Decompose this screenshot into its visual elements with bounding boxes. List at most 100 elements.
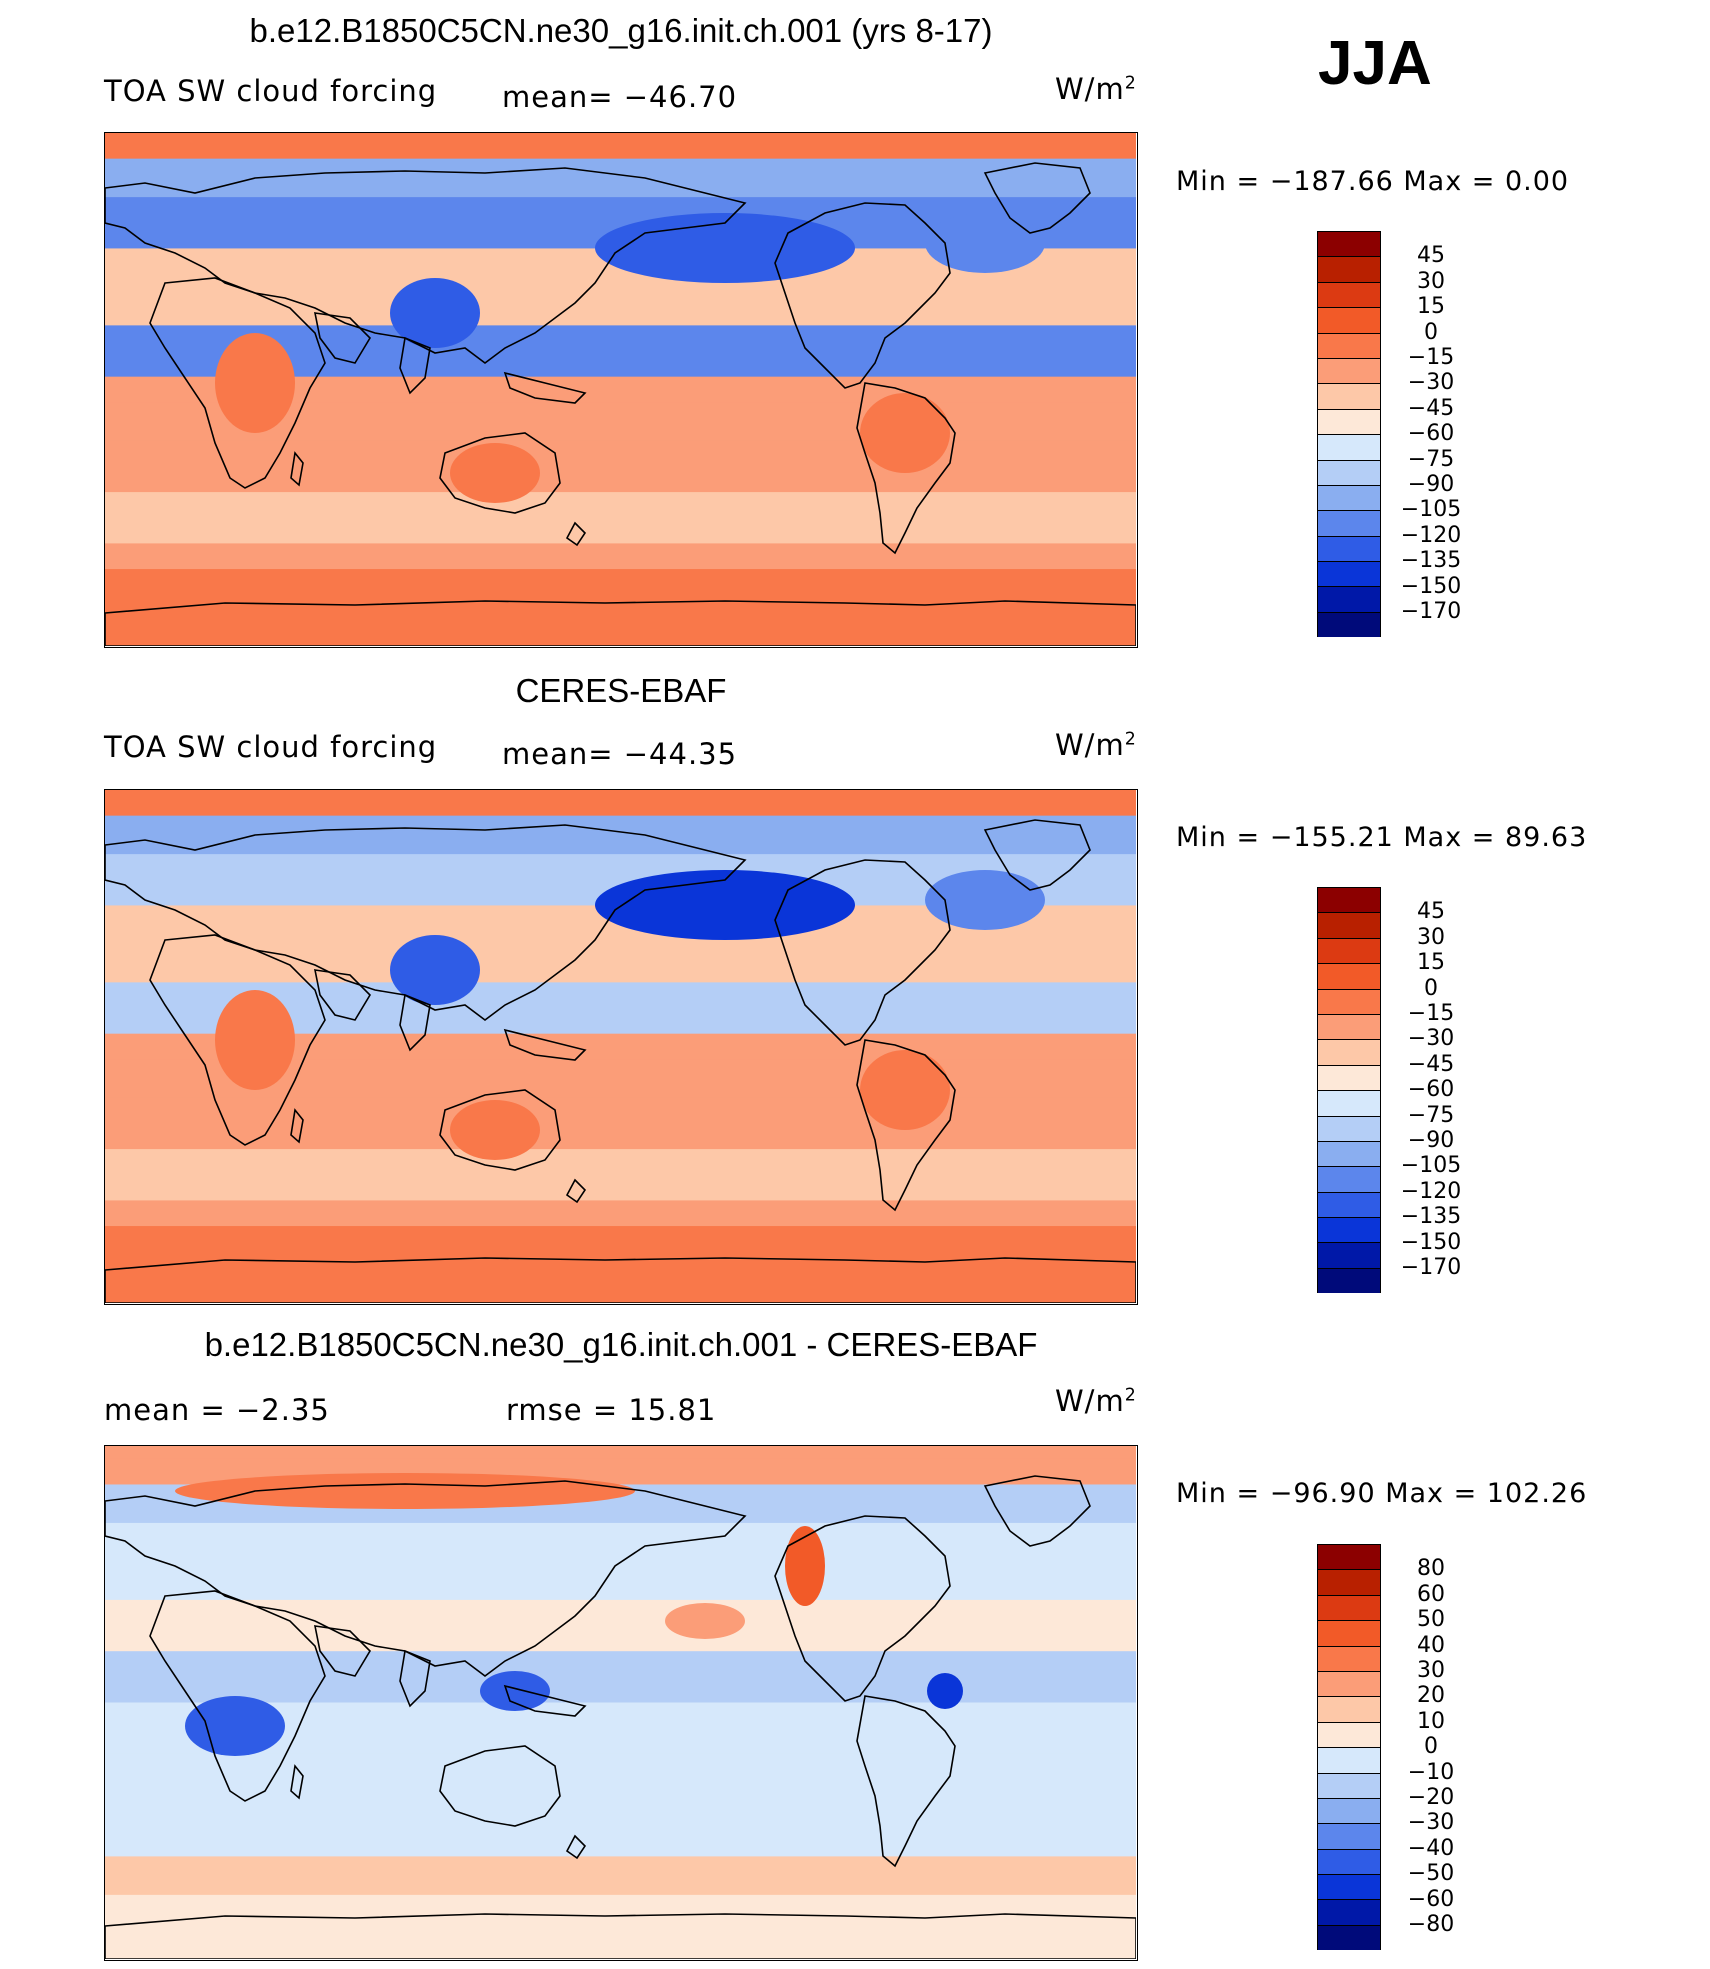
panel-2-map [104, 789, 1138, 1305]
colorbar-tick-label: 45 [1417, 243, 1445, 269]
field-band [105, 1843, 1136, 1858]
panel-3-mean-label: mean = −2.35 [104, 1393, 330, 1427]
field-band [105, 145, 1136, 160]
field-band [105, 389, 1136, 404]
field-band [105, 1792, 1136, 1807]
colorbar-swatch [1317, 434, 1381, 460]
field-band [105, 956, 1136, 971]
field-band [105, 620, 1136, 635]
field-band [105, 299, 1136, 314]
coastline [290, 451, 304, 487]
colorbar-swatch [1317, 1670, 1381, 1697]
field-band [105, 1638, 1136, 1653]
colorbar-tick-label: −135 [1400, 1204, 1462, 1230]
field-band [105, 479, 1136, 494]
panel-3-units: W/m2 [1055, 1384, 1137, 1418]
colorbar-tick-label: −170 [1400, 1255, 1462, 1280]
colorbar-tick-label: −90 [1407, 1128, 1455, 1153]
colorbar-swatch [1317, 1696, 1381, 1722]
colorbar-tick-label: 80 [1417, 1556, 1445, 1582]
field-band [105, 581, 1136, 596]
coastline [565, 1834, 587, 1860]
colorbar-swatch [1317, 1620, 1381, 1646]
field-band [105, 543, 1136, 558]
colorbar-swatch [1317, 1039, 1381, 1065]
panel-3-colorbar: 80 60 50 40 30 20 10 0 −10 −20 −30 −40 −50 −60 −80 [1317, 1544, 1454, 1951]
coastline [399, 336, 431, 395]
field-band [105, 517, 1136, 532]
field-feature [215, 990, 295, 1090]
field-band [105, 1149, 1136, 1163]
colorbar-swatch [1317, 307, 1381, 333]
colorbar-swatch [1317, 561, 1381, 587]
field-band [105, 1200, 1136, 1215]
colorbar-tick-label: 60 [1417, 1581, 1445, 1607]
colorbar-tick-label: −30 [1407, 1026, 1455, 1052]
colorbar-swatch [1317, 1267, 1381, 1294]
colorbar-tick-label: −45 [1407, 1051, 1455, 1077]
coastline [565, 521, 587, 547]
panel-1-minmax: Min = −187.66 Max = 0.00 [1176, 166, 1570, 197]
field-band [105, 1946, 1136, 1959]
field-feature [860, 393, 950, 473]
colorbar-swatch [1317, 1115, 1381, 1141]
field-band [105, 1522, 1136, 1537]
coastline [774, 859, 951, 1046]
field-band [105, 1894, 1136, 1909]
field-band [105, 197, 1136, 211]
panel-1-title: b.e12.B1850C5CN.ne30_g16.init.ch.001 (yr… [249, 12, 993, 49]
field-feature [175, 1473, 635, 1509]
field-band [105, 1187, 1136, 1202]
colorbar-tick-label: −135 [1400, 548, 1462, 574]
colorbar-swatch [1317, 459, 1381, 485]
colorbar-swatch [1317, 887, 1381, 913]
colorbar-swatch [1317, 1645, 1381, 1671]
field-band [105, 969, 1136, 984]
panel-1-variable-label: TOA SW cloud forcing [104, 74, 438, 108]
field-band [105, 1033, 1136, 1048]
colorbar-swatch [1317, 1594, 1381, 1621]
field-feature [450, 443, 540, 503]
colorbar-tick-label: −105 [1400, 1153, 1462, 1179]
field-band [105, 1766, 1136, 1781]
field-band [105, 1612, 1136, 1627]
field-band [105, 1161, 1136, 1176]
field-band [105, 1290, 1136, 1303]
colorbar-swatch [1317, 231, 1381, 257]
field-feature [925, 213, 1045, 273]
field-band [105, 1458, 1136, 1473]
colorbar-tick-label: 45 [1417, 899, 1445, 925]
field-band [105, 931, 1136, 945]
coastline [774, 1515, 951, 1702]
coastline [439, 1089, 561, 1171]
field-feature [215, 333, 295, 433]
colorbar-swatch [1317, 484, 1381, 511]
colorbar-tick-label: 0 [1424, 319, 1438, 345]
colorbar-tick-label: 40 [1417, 1632, 1445, 1658]
colorbar-swatch [1317, 1544, 1381, 1570]
panel-3-map-field [105, 1446, 1136, 1959]
field-band [105, 1213, 1136, 1228]
panel-3-title: b.e12.B1850C5CN.ne30_g16.init.ch.001 - C… [204, 1326, 1038, 1363]
colorbar-swatch [1317, 963, 1381, 989]
field-band [105, 1625, 1136, 1640]
field-feature [860, 1050, 950, 1130]
coastline [399, 1649, 431, 1708]
colorbar-tick-label: 20 [1417, 1683, 1445, 1709]
field-band [105, 530, 1136, 545]
field-band [105, 790, 1136, 804]
colorbar-tick-label: 10 [1417, 1708, 1445, 1734]
field-band [105, 1097, 1136, 1112]
field-band [105, 312, 1136, 327]
field-band [105, 866, 1136, 881]
colorbar-tick-label: 30 [1417, 1658, 1445, 1683]
colorbar-swatch [1317, 332, 1381, 358]
colorbar-swatch [1317, 1747, 1381, 1773]
field-band [105, 1110, 1136, 1125]
colorbar-swatch [1317, 1924, 1381, 1951]
colorbar-tick-label: −170 [1400, 599, 1462, 624]
colorbar-swatch [1317, 1191, 1381, 1218]
panel-1-mean-label: mean= −46.70 [502, 80, 738, 114]
colorbar-swatch [1317, 1823, 1381, 1849]
panel-3-rmse-label: rmse = 15.81 [506, 1393, 717, 1427]
